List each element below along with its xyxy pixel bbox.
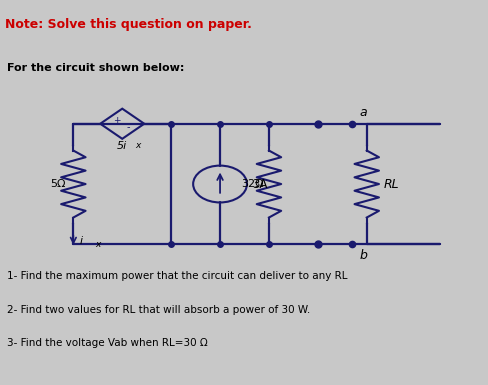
Text: 3- Find the voltage Vab when RL=30 Ω: 3- Find the voltage Vab when RL=30 Ω xyxy=(7,338,208,348)
Text: Note: Solve this question on paper.: Note: Solve this question on paper. xyxy=(5,18,251,30)
Text: i: i xyxy=(79,236,82,246)
Text: 1- Find the maximum power that the circuit can deliver to any RL: 1- Find the maximum power that the circu… xyxy=(7,271,347,281)
Text: RL: RL xyxy=(383,177,399,191)
Text: +: + xyxy=(112,116,120,125)
Text: 32Ω: 32Ω xyxy=(241,179,264,189)
Text: b: b xyxy=(359,249,366,262)
Text: For the circuit shown below:: For the circuit shown below: xyxy=(7,64,184,74)
Text: 5i: 5i xyxy=(117,142,127,151)
Text: -: - xyxy=(126,122,130,132)
Text: x: x xyxy=(95,240,100,249)
Text: a: a xyxy=(359,106,366,119)
Text: 5Ω: 5Ω xyxy=(50,179,66,189)
Text: 3A: 3A xyxy=(251,177,266,191)
Text: 2- Find two values for RL that will absorb a power of 30 W.: 2- Find two values for RL that will abso… xyxy=(7,305,310,315)
Text: x: x xyxy=(135,142,140,151)
